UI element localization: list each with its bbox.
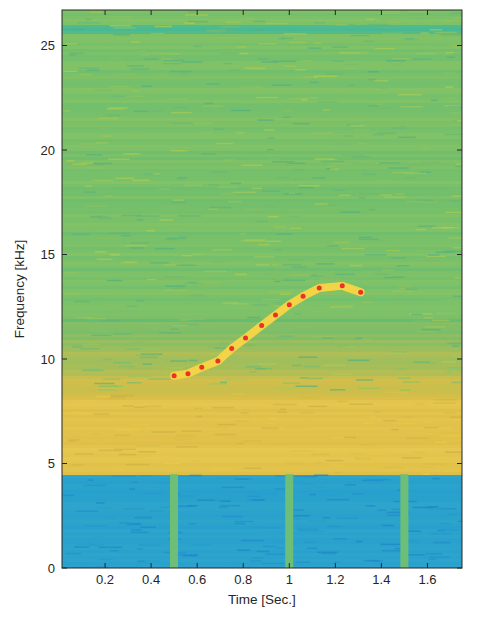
x-tick <box>427 10 428 15</box>
spectrogram-background <box>62 10 462 568</box>
y-tick <box>62 359 67 360</box>
contour-point <box>287 302 292 307</box>
x-tick <box>381 563 382 568</box>
x-tick-label: 1 <box>286 572 293 587</box>
x-tick-label: 0.4 <box>142 572 160 587</box>
x-tick <box>381 10 382 15</box>
contour-point <box>317 285 322 290</box>
contour-point <box>358 290 363 295</box>
chart: 0.2 0.4 0.6 0.8 1 1.2 1.4 1.6 0 5 10 15 20 25 Time [Se… <box>0 0 480 622</box>
y-tick <box>457 463 462 464</box>
y-tick-label: 20 <box>41 143 55 158</box>
x-tick <box>335 10 336 15</box>
x-tick <box>105 10 106 15</box>
contour-point <box>259 323 264 328</box>
x-tick <box>243 10 244 15</box>
contour-point <box>243 336 248 341</box>
contour-point <box>301 294 306 299</box>
y-tick-label: 10 <box>41 352 55 367</box>
contour-point <box>172 373 177 378</box>
y-tick <box>457 359 462 360</box>
x-tick <box>197 563 198 568</box>
x-tick-label: 1.2 <box>326 572 344 587</box>
x-tick <box>197 10 198 15</box>
x-tick <box>243 563 244 568</box>
x-tick-label: 0.8 <box>234 572 252 587</box>
plot-frame <box>62 10 462 568</box>
contour-point <box>273 313 278 318</box>
y-tick <box>62 254 67 255</box>
y-tick-label: 25 <box>41 38 55 53</box>
x-tick <box>105 563 106 568</box>
y-tick <box>457 254 462 255</box>
x-tick-label: 0.2 <box>96 572 114 587</box>
x-tick <box>151 10 152 15</box>
x-tick <box>289 10 290 15</box>
y-tick-label: 5 <box>48 456 55 471</box>
y-tick <box>457 568 462 569</box>
contour-line <box>174 286 361 376</box>
x-tick-label: 1.6 <box>418 572 436 587</box>
y-axis-title: Frequency [kHz] <box>12 240 27 338</box>
x-axis-title: Time [Sec.] <box>228 592 296 607</box>
y-tick <box>62 45 67 46</box>
contour-point <box>340 283 345 288</box>
y-tick <box>457 150 462 151</box>
y-tick-label: 0 <box>48 561 55 576</box>
data-layer <box>172 283 364 378</box>
x-tick-label: 1.4 <box>372 572 390 587</box>
y-tick <box>62 568 67 569</box>
x-tick <box>335 563 336 568</box>
x-tick <box>289 563 290 568</box>
y-tick <box>457 45 462 46</box>
contour-point <box>229 346 234 351</box>
y-tick-label: 15 <box>41 247 55 262</box>
x-tick-label: 0.6 <box>188 572 206 587</box>
contour-point <box>199 365 204 370</box>
contour-point <box>215 359 220 364</box>
x-tick <box>427 563 428 568</box>
y-tick <box>62 463 67 464</box>
x-tick <box>151 563 152 568</box>
contour-point <box>185 371 190 376</box>
y-tick <box>62 150 67 151</box>
